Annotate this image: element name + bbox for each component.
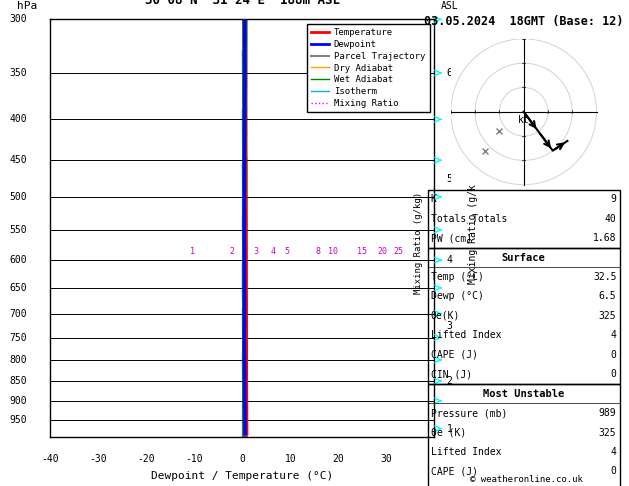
Text: 325: 325 <box>599 311 616 321</box>
Text: 1.68: 1.68 <box>593 233 616 243</box>
Text: 4: 4 <box>271 247 276 256</box>
Text: 350: 350 <box>9 68 27 78</box>
Text: 25: 25 <box>394 247 404 256</box>
Text: 3: 3 <box>253 247 258 256</box>
Text: θe(K): θe(K) <box>431 311 460 321</box>
Text: 0: 0 <box>611 369 616 379</box>
Text: -20: -20 <box>138 454 155 464</box>
Text: km
ASL: km ASL <box>441 0 459 11</box>
Text: Mixing Ratio (g/kg): Mixing Ratio (g/kg) <box>414 192 423 294</box>
Text: PW (cm): PW (cm) <box>431 233 472 243</box>
Text: Pressure (mb): Pressure (mb) <box>431 408 507 418</box>
Text: 03.05.2024  18GMT (Base: 12): 03.05.2024 18GMT (Base: 12) <box>424 15 623 28</box>
Text: 5: 5 <box>447 174 452 184</box>
Text: θe (K): θe (K) <box>431 428 466 437</box>
Text: 9: 9 <box>611 194 616 204</box>
Text: 750: 750 <box>9 332 27 343</box>
Text: Temp (°C): Temp (°C) <box>431 272 484 282</box>
Text: 4: 4 <box>611 330 616 340</box>
Text: K: K <box>431 194 437 204</box>
Text: Surface: Surface <box>502 253 545 262</box>
Text: Lifted Index: Lifted Index <box>431 447 501 457</box>
Text: 850: 850 <box>9 376 27 386</box>
Text: CAPE (J): CAPE (J) <box>431 350 478 360</box>
Text: -10: -10 <box>186 454 203 464</box>
Text: hPa: hPa <box>17 1 37 11</box>
Text: 20: 20 <box>377 247 387 256</box>
Text: 6.5: 6.5 <box>599 292 616 301</box>
Text: Mixing Ratio (g/kg): Mixing Ratio (g/kg) <box>467 173 477 284</box>
Text: Dewpoint / Temperature (°C): Dewpoint / Temperature (°C) <box>151 471 333 481</box>
Text: 15: 15 <box>357 247 367 256</box>
Text: 650: 650 <box>9 283 27 293</box>
Text: 0: 0 <box>240 454 245 464</box>
Text: 550: 550 <box>9 225 27 235</box>
Text: 300: 300 <box>9 15 27 24</box>
Text: 800: 800 <box>9 355 27 365</box>
Text: 4: 4 <box>447 255 452 265</box>
Text: 600: 600 <box>9 255 27 265</box>
Text: 1: 1 <box>190 247 195 256</box>
Text: 32.5: 32.5 <box>593 272 616 282</box>
Text: Dewp (°C): Dewp (°C) <box>431 292 484 301</box>
Text: 325: 325 <box>599 428 616 437</box>
Text: 0: 0 <box>611 350 616 360</box>
Legend: Temperature, Dewpoint, Parcel Trajectory, Dry Adiabat, Wet Adiabat, Isotherm, Mi: Temperature, Dewpoint, Parcel Trajectory… <box>307 24 430 112</box>
Text: 2: 2 <box>447 376 452 386</box>
Text: 8: 8 <box>316 247 321 256</box>
Text: 10: 10 <box>328 247 338 256</box>
Text: 2: 2 <box>229 247 234 256</box>
Text: 700: 700 <box>9 309 27 319</box>
Text: 10: 10 <box>284 454 296 464</box>
Text: 989: 989 <box>599 408 616 418</box>
Text: 1: 1 <box>447 424 452 434</box>
Text: CIN (J): CIN (J) <box>431 369 472 379</box>
X-axis label: kt: kt <box>518 115 530 124</box>
Text: 950: 950 <box>9 415 27 425</box>
Text: 30: 30 <box>381 454 392 464</box>
Text: 20: 20 <box>332 454 344 464</box>
Text: Most Unstable: Most Unstable <box>483 389 564 399</box>
Text: 40: 40 <box>604 214 616 224</box>
Text: 500: 500 <box>9 192 27 202</box>
Text: 6: 6 <box>447 68 452 78</box>
Text: 900: 900 <box>9 396 27 406</box>
Text: -40: -40 <box>42 454 59 464</box>
Text: 400: 400 <box>9 114 27 124</box>
Text: -30: -30 <box>89 454 107 464</box>
Text: 4: 4 <box>611 447 616 457</box>
Text: 450: 450 <box>9 155 27 165</box>
Text: 0: 0 <box>611 467 616 476</box>
Text: CAPE (J): CAPE (J) <box>431 467 478 476</box>
Text: Totals Totals: Totals Totals <box>431 214 507 224</box>
Text: 30°08'N  31°24'E  188m ASL: 30°08'N 31°24'E 188m ASL <box>145 0 340 7</box>
Text: © weatheronline.co.uk: © weatheronline.co.uk <box>470 474 583 484</box>
Text: 3: 3 <box>447 321 452 331</box>
Text: 5: 5 <box>285 247 290 256</box>
Text: Lifted Index: Lifted Index <box>431 330 501 340</box>
